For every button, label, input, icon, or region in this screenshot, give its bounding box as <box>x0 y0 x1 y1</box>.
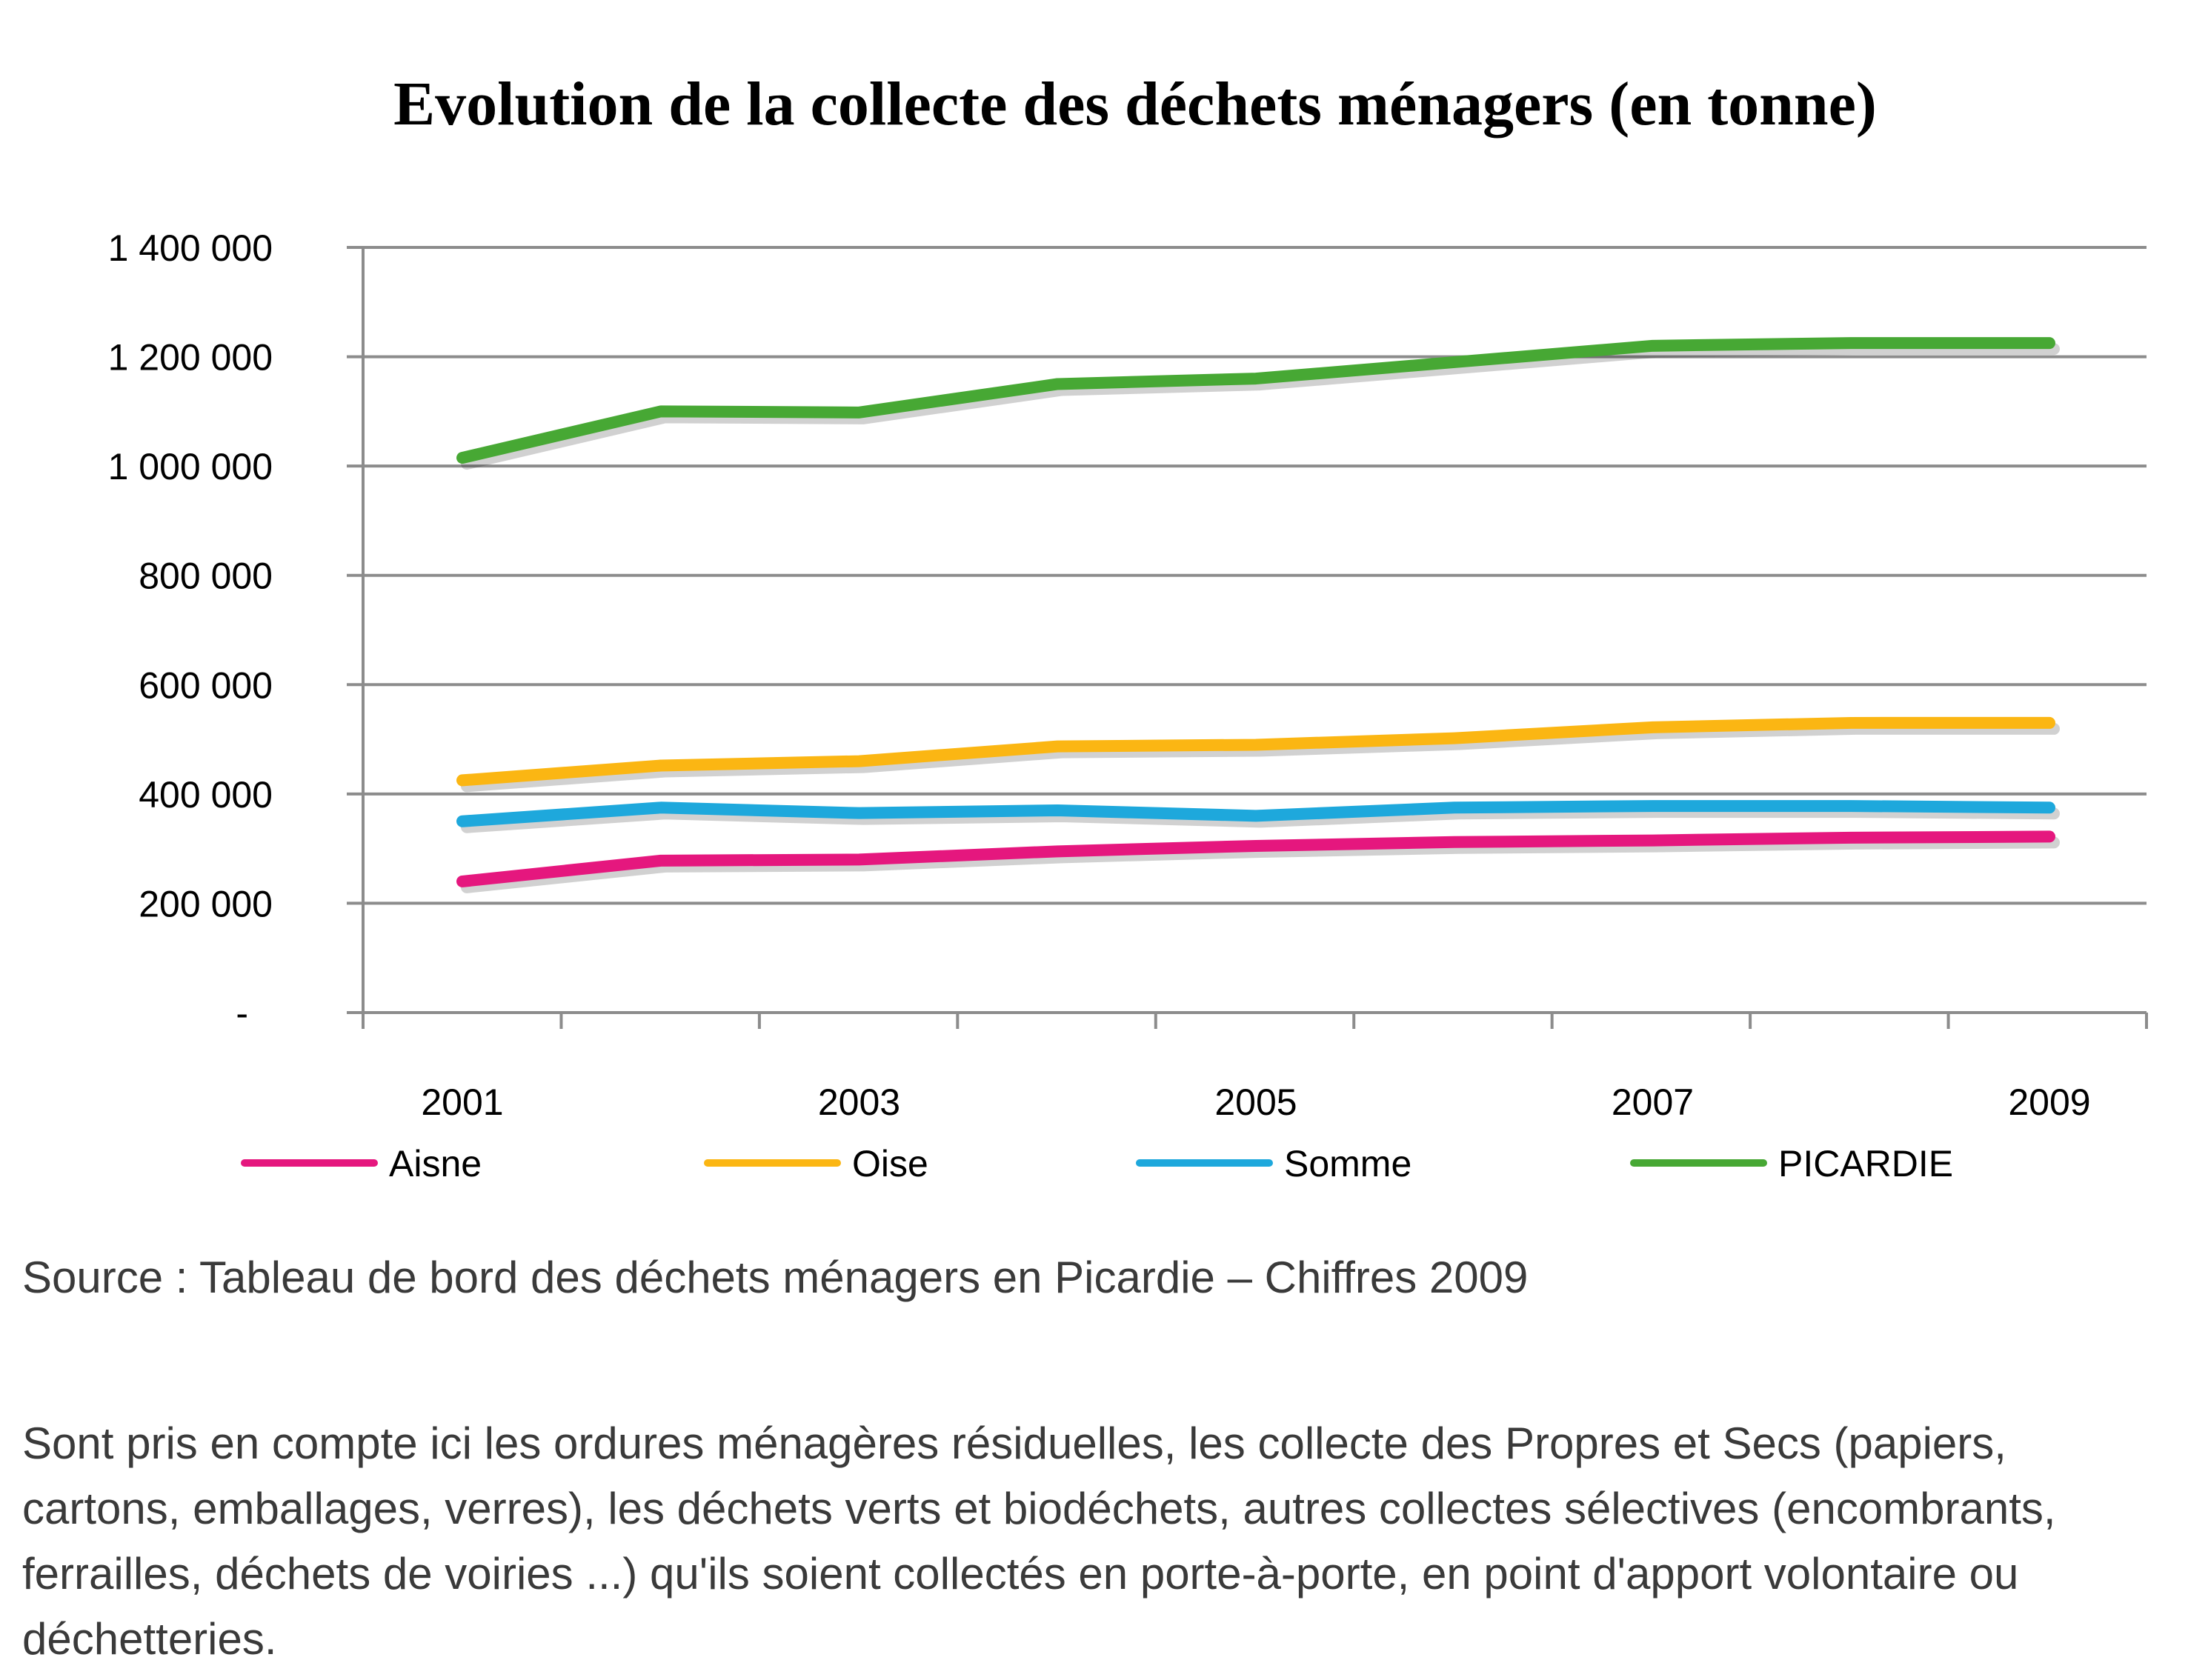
chart: Evolution de la collecte des déchets mén… <box>108 70 2148 1184</box>
legend-label: Somme <box>1284 1143 1411 1184</box>
legend-label: Oise <box>852 1143 928 1184</box>
y-tick-label: 1 000 000 <box>108 446 273 487</box>
y-tick-label: - <box>236 993 248 1034</box>
series-shadow <box>461 722 2060 793</box>
y-tick-label: 200 000 <box>139 883 273 924</box>
legend-label: Aisne <box>389 1143 482 1184</box>
y-axis: - 200 000 400 000 600 000 800 000 1 000 000 1 … <box>108 227 365 1034</box>
chart-title: Evolution de la collecte des déchets mén… <box>393 70 1877 139</box>
x-tick-label: 2005 <box>1214 1081 1297 1123</box>
y-tick-label: 600 000 <box>139 664 273 706</box>
series-line-oise <box>456 716 2055 787</box>
y-tick-label: 1 200 000 <box>108 337 273 379</box>
grid <box>347 246 2147 1014</box>
legend-label: PICARDIE <box>1778 1143 1953 1184</box>
series-shadow <box>461 836 2060 893</box>
y-tick-label: 400 000 <box>139 774 273 816</box>
series-line-picardie <box>456 337 2055 464</box>
legend: Aisne Oise Somme PICARDIE <box>241 1143 1953 1184</box>
x-tick-label: 2007 <box>1612 1081 1694 1123</box>
y-tick-label: 800 000 <box>139 556 273 597</box>
series-lines <box>456 337 2060 893</box>
y-tick-label: 1 400 000 <box>108 227 273 269</box>
x-tick-label: 2001 <box>421 1081 503 1123</box>
x-tick-label: 2003 <box>818 1081 900 1123</box>
description-paragraph: Sont pris en compte ici les ordures ména… <box>22 1419 2056 1664</box>
x-axis: 2001 2003 2005 2007 2009 <box>362 1013 2148 1123</box>
series-line-somme <box>456 800 2055 827</box>
series-line-aisne <box>456 830 2055 887</box>
x-tick-label: 2009 <box>2008 1081 2090 1123</box>
source-note: Source : Tableau de bord des déchets mén… <box>22 1253 1529 1302</box>
